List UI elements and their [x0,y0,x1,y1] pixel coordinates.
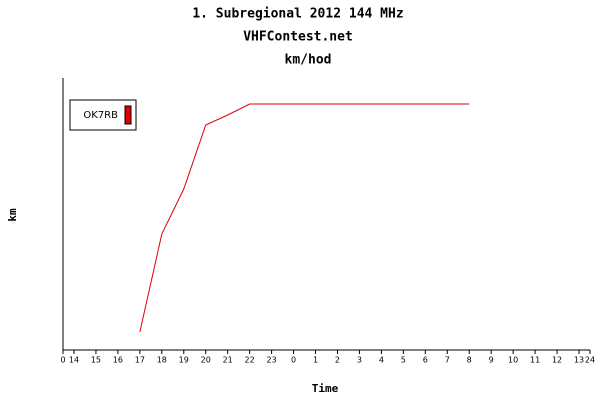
x-tick-label: 8 [467,356,472,365]
x-tick-label: 15 [91,356,101,365]
x-tick-label: 1 [313,356,318,365]
x-tick-label: 10 [508,356,518,365]
x-tick-label: 9 [489,356,494,365]
legend-swatch [124,105,132,125]
x-tick-label: 7 [445,356,450,365]
legend-label: OK7RB [83,110,118,121]
x-axis-label: Time [312,382,339,395]
x-tick-label: 12 [552,356,562,365]
x-tick-label: 5 [401,356,406,365]
x-tick-label: 13 [574,356,584,365]
x-tick-label: 6 [423,356,428,365]
chart-subtitle: VHFContest.net [243,30,353,45]
chart-unit: km/hod [285,53,332,68]
x-tick-label: 21 [223,356,233,365]
x-tick-label: 3 [357,356,362,365]
x-tick-label: 16 [113,356,123,365]
x-tick-label: 2 [335,356,340,365]
x-tick-label: 22 [245,356,255,365]
x-tick-label: 17 [135,356,145,365]
x-tick-label: 14 [69,356,79,365]
y-axis-label: km [6,208,19,222]
x-tick-label: 20 [201,356,211,365]
x-tick-label: 18 [157,356,167,365]
series-line [139,103,470,333]
x-tick-label: 11 [530,356,540,365]
chart-title: 1. Subregional 2012 144 MHz [192,7,403,22]
x-tick-label: 19 [179,356,189,365]
x-tick-label: 24 [585,356,595,365]
x-tick-label: 4 [379,356,384,365]
x-tick-label: 0 [60,356,65,365]
x-tick-label: 23 [267,356,277,365]
x-tick-label: 0 [291,356,296,365]
